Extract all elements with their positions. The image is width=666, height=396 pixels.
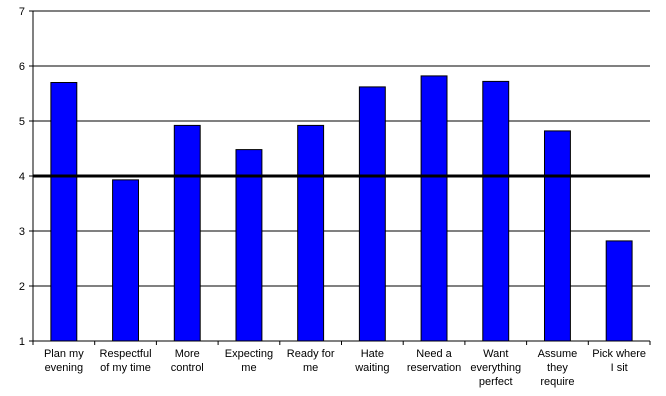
- x-category-label: Respectful of my time: [100, 348, 152, 374]
- bars: [50, 75, 633, 342]
- x-category-label: Plan my evening: [44, 348, 84, 374]
- y-tick-label: 6: [19, 61, 25, 73]
- y-tick-labels: 1 2 3 4 5 6 7: [19, 6, 25, 348]
- x-category-label: Assume they require: [538, 348, 578, 388]
- y-tick-label: 4: [19, 171, 25, 183]
- x-category-label: Need a reservation: [407, 348, 461, 374]
- bar: [543, 130, 571, 342]
- y-tick-label: 7: [19, 6, 25, 18]
- bar: [173, 124, 201, 342]
- x-category-label: Expecting me: [225, 348, 273, 374]
- y-tick-label: 1: [19, 336, 25, 348]
- x-category-label: Want everything perfect: [470, 348, 521, 388]
- x-category-label: Pick where I sit: [592, 348, 646, 374]
- bar: [358, 86, 386, 342]
- bar: [235, 149, 263, 342]
- bar: [482, 80, 510, 342]
- y-tick-label: 5: [19, 116, 25, 128]
- bar: [50, 82, 78, 342]
- bar: [112, 179, 139, 342]
- y-tick-label: 2: [19, 281, 25, 293]
- y-tick-label: 3: [19, 226, 25, 238]
- bar: [605, 240, 633, 342]
- x-category-label: Hate waiting: [354, 348, 389, 374]
- x-category-labels: Plan my evening Respectful of my time More co…: [44, 348, 646, 388]
- bar: [297, 124, 325, 342]
- x-category-label: More control: [171, 348, 204, 374]
- x-category-label: Ready for me: [287, 348, 335, 374]
- bar: [420, 75, 448, 342]
